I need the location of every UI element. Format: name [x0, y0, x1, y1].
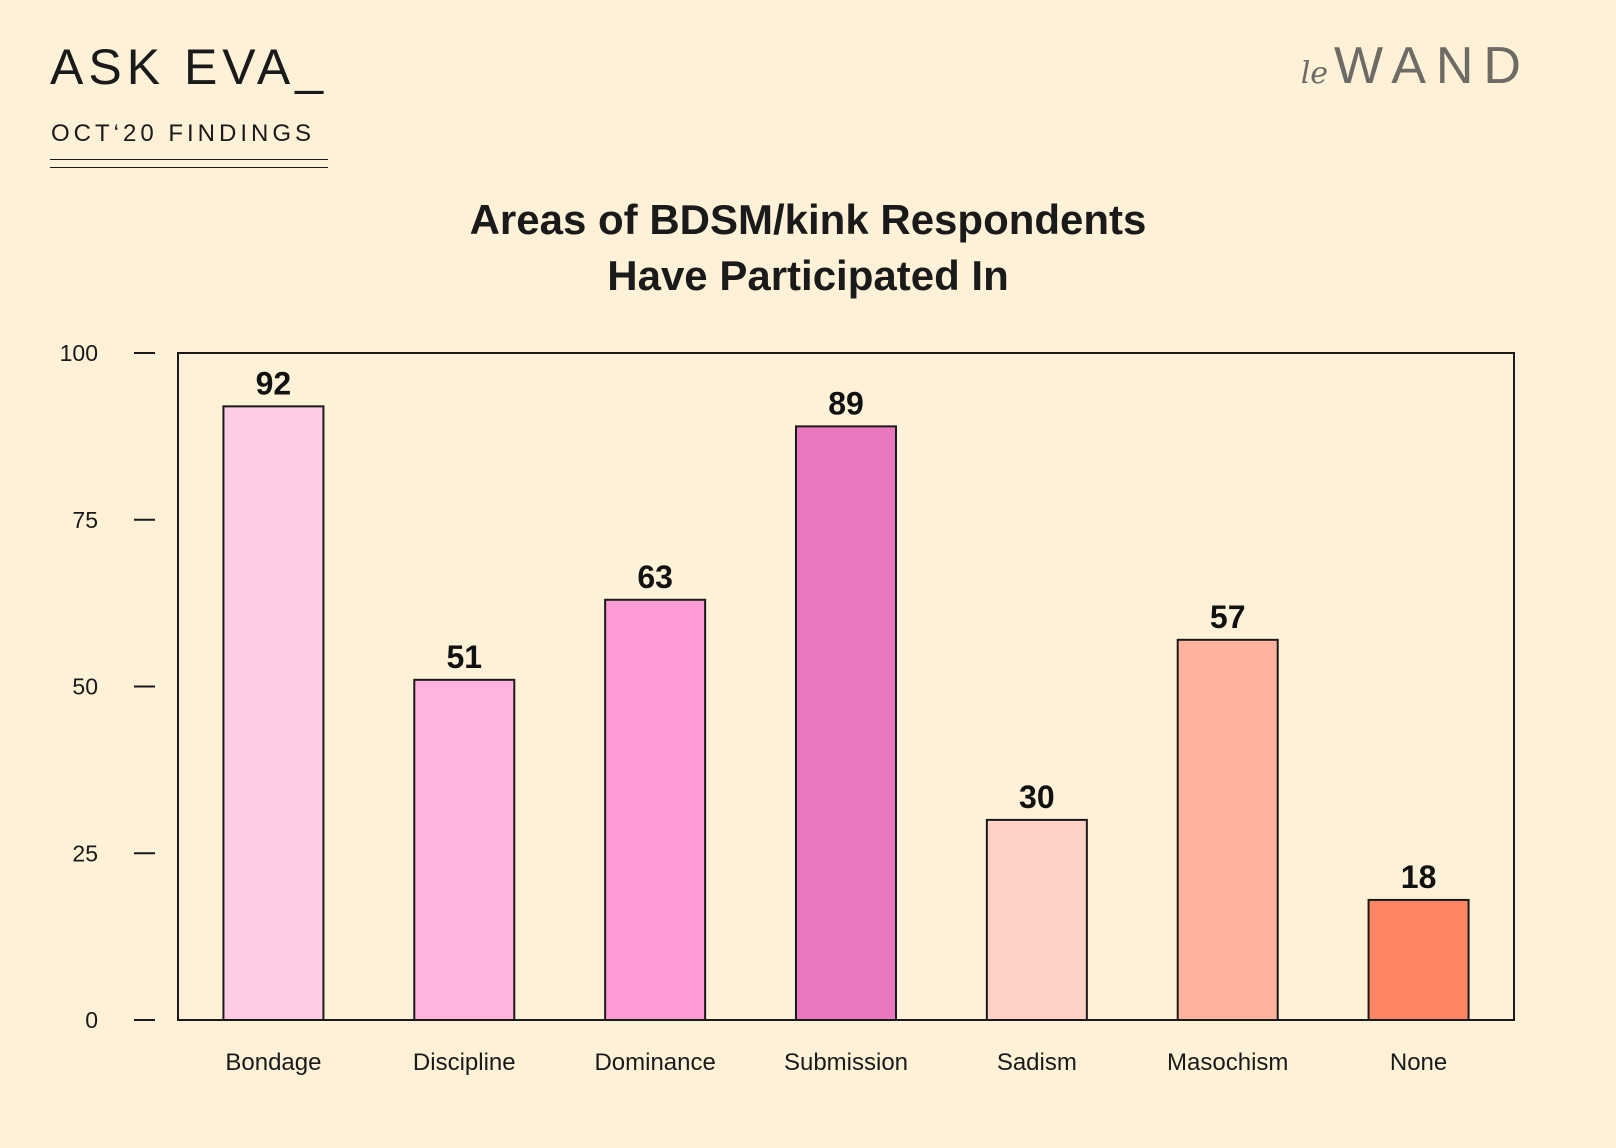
bar-none	[1367, 898, 1470, 1021]
logo-prefix: le	[1300, 56, 1329, 91]
x-tick-label: Discipline	[413, 1049, 516, 1076]
bar-masochism	[1176, 638, 1279, 1021]
bar-value-label: 18	[1401, 859, 1437, 895]
bar-value-label: 30	[1019, 779, 1055, 815]
bar-dominance	[604, 598, 707, 1021]
findings-subtitle: OCT‘20 FINDINGS	[51, 120, 316, 147]
x-tick-label: Submission	[784, 1049, 908, 1076]
bar-value-label: 92	[256, 365, 292, 401]
subtitle-underline-bottom	[50, 167, 328, 168]
x-tick-label: Sadism	[997, 1049, 1077, 1076]
bar-bondage	[222, 405, 325, 1021]
bar-sadism	[985, 818, 1088, 1022]
chart-title: Areas of BDSM/kink Respondents Have Part…	[0, 192, 1616, 304]
bar-discipline	[413, 678, 516, 1022]
chart-title-line-1: Areas of BDSM/kink Respondents	[469, 196, 1147, 243]
bar-value-label: 63	[637, 559, 673, 595]
y-tick-label: 0	[85, 1007, 98, 1033]
bar-value-label: 51	[446, 639, 482, 675]
brand-title: ASK EVA_	[50, 39, 329, 95]
x-tick-label: Bondage	[225, 1049, 321, 1076]
subtitle-underline-top	[50, 159, 328, 160]
y-tick-label: 75	[72, 507, 98, 533]
logo-word: WAND	[1334, 37, 1531, 95]
bars: 92 Bondage 51 Discipline 63 Dominance 89 Submis…	[222, 365, 1470, 1076]
y-tick-label: 50	[72, 674, 98, 700]
chart-title-line-2: Have Participated In	[607, 252, 1009, 299]
y-tick-label: 25	[72, 840, 98, 866]
x-tick-label: Masochism	[1167, 1049, 1288, 1076]
bar-value-label: 57	[1210, 599, 1246, 635]
x-tick-label: Dominance	[594, 1049, 715, 1076]
x-tick-label: None	[1390, 1049, 1447, 1076]
lewand-logo: le WAND	[1301, 36, 1531, 96]
y-tick-label: 100	[60, 340, 98, 366]
y-axis: 0 25 50 75 100	[60, 340, 155, 1033]
bar-value-label: 89	[828, 385, 864, 421]
bar-submission	[795, 425, 897, 1021]
